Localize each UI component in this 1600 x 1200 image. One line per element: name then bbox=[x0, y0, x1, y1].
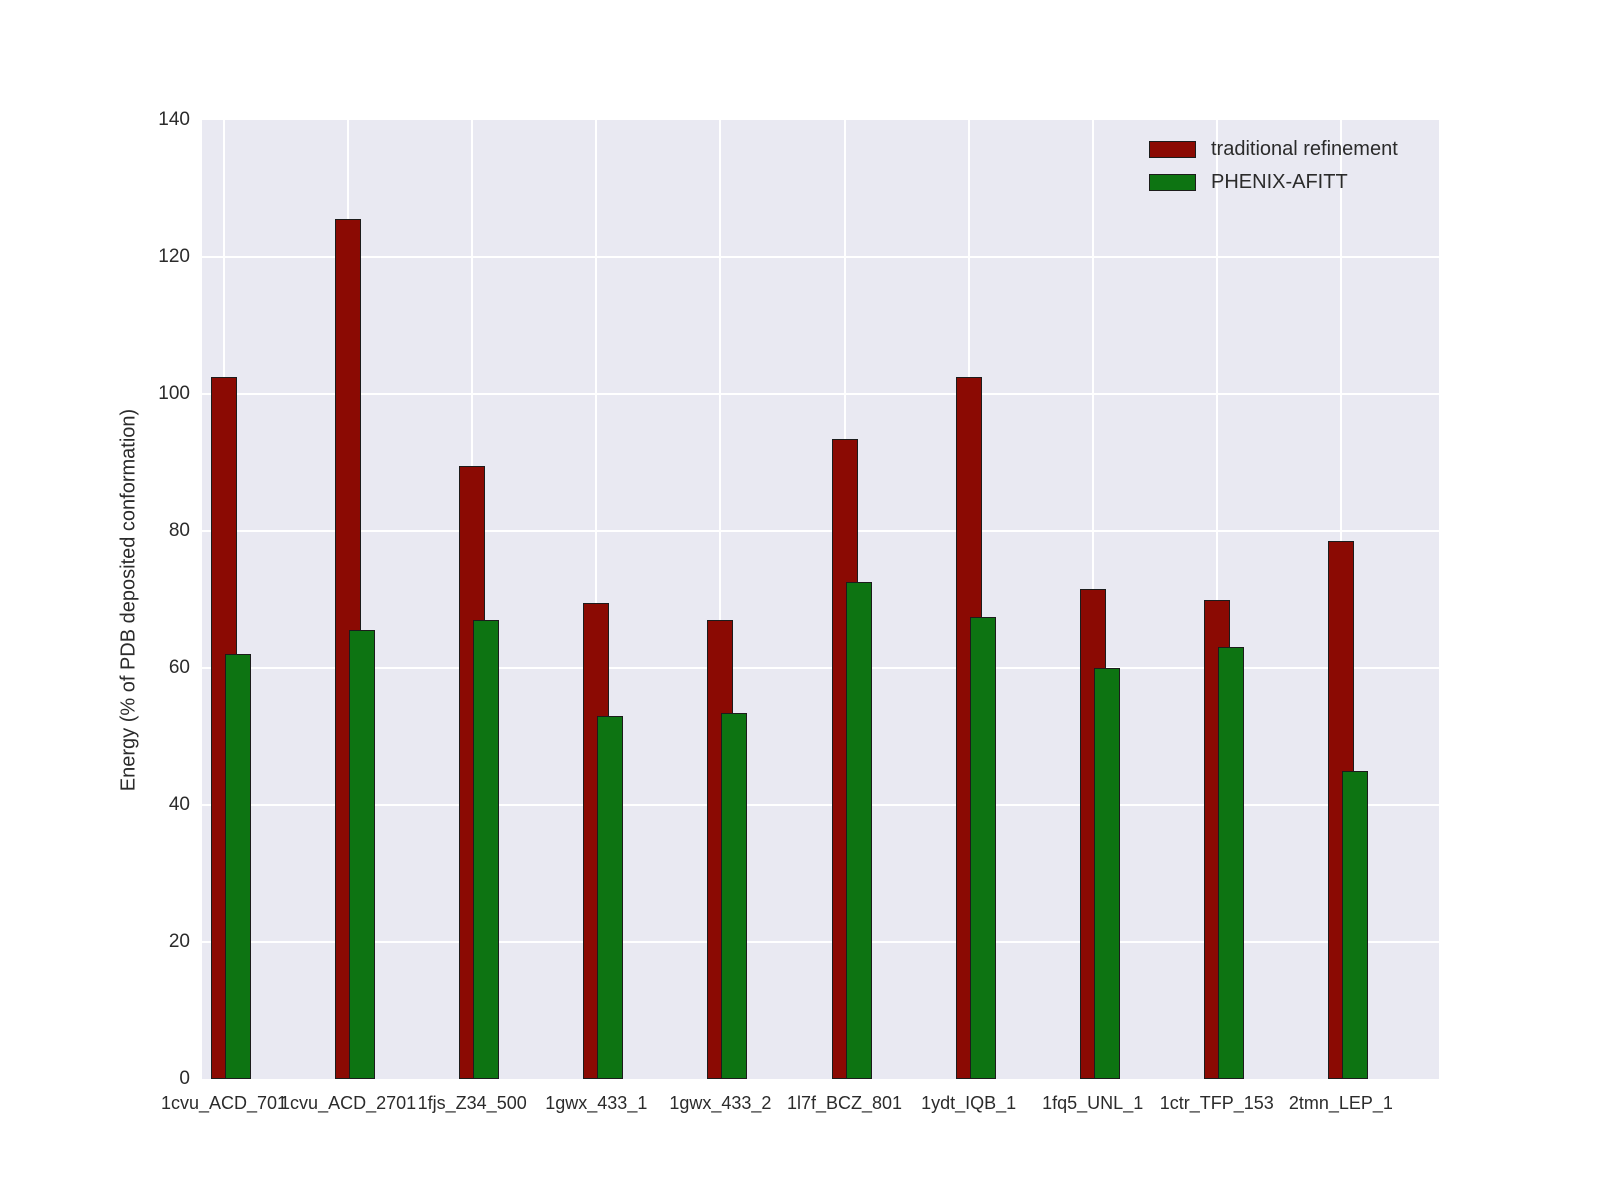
y-gridline bbox=[202, 804, 1439, 806]
y-gridline bbox=[202, 393, 1439, 395]
bar-phenix-1gwx_433_2 bbox=[721, 712, 748, 1079]
bar-phenix-1gwx_433_1 bbox=[597, 715, 624, 1079]
bar-phenix-1ctr_TFP_153 bbox=[1217, 647, 1244, 1079]
bar-phenix-1l7f_BCZ_801 bbox=[845, 582, 872, 1079]
y-axis-title: Energy (% of PDB deposited conformation) bbox=[117, 408, 140, 792]
bar-phenix-1fq5_UNL_1 bbox=[1093, 668, 1120, 1079]
y-tick-label: 60 bbox=[168, 657, 190, 678]
x-tick-label: 1cvu_ACD_2701 bbox=[280, 1093, 417, 1113]
x-gridline bbox=[595, 120, 598, 1079]
bar-phenix-1ydt_IQB_1 bbox=[969, 616, 996, 1079]
plot-area: traditional refinement PHENIX-AFITT bbox=[202, 120, 1439, 1079]
x-tick-label: 1fq5_UNL_1 bbox=[1042, 1093, 1144, 1113]
y-tick-label: 100 bbox=[158, 383, 190, 404]
y-gridline bbox=[202, 256, 1439, 258]
x-tick-label: 1gwx_433_2 bbox=[669, 1093, 772, 1113]
x-tick-label: 1ctr_TFP_153 bbox=[1159, 1093, 1274, 1113]
legend-item-phenix-afitt: PHENIX-AFITT bbox=[1149, 166, 1398, 199]
x-tick-label: 1fjs_Z34_500 bbox=[417, 1093, 527, 1113]
y-gridline bbox=[202, 941, 1439, 943]
y-tick-label: 120 bbox=[158, 246, 190, 267]
legend-swatch-phenix-afitt bbox=[1149, 174, 1196, 191]
bar-phenix-1cvu_ACD_701 bbox=[225, 654, 251, 1079]
y-tick-label: 80 bbox=[168, 520, 190, 541]
legend: traditional refinement PHENIX-AFITT bbox=[1149, 133, 1398, 199]
x-gridline bbox=[719, 120, 722, 1079]
legend-label-traditional-refinement: traditional refinement bbox=[1211, 138, 1398, 160]
x-tick-label: 1l7f_BCZ_801 bbox=[786, 1093, 903, 1113]
y-gridline bbox=[202, 667, 1439, 669]
y-tick-label: 20 bbox=[168, 931, 190, 952]
y-gridline bbox=[202, 530, 1439, 532]
y-tick-label: 140 bbox=[158, 109, 190, 130]
bar-phenix-1cvu_ACD_2701 bbox=[349, 630, 376, 1079]
x-tick-label: 1ydt_IQB_1 bbox=[921, 1093, 1017, 1113]
bar-phenix-1fjs_Z34_500 bbox=[473, 620, 500, 1079]
legend-label-phenix-afitt: PHENIX-AFITT bbox=[1211, 171, 1348, 193]
x-tick-label: 1cvu_ACD_701 bbox=[160, 1093, 288, 1113]
y-tick-label: 40 bbox=[168, 794, 190, 815]
x-tick-label: 2tmn_LEP_1 bbox=[1288, 1093, 1393, 1113]
legend-item-traditional-refinement: traditional refinement bbox=[1149, 133, 1398, 166]
y-tick-label: 0 bbox=[179, 1068, 190, 1089]
bar-phenix-2tmn_LEP_1 bbox=[1341, 770, 1368, 1079]
legend-swatch-traditional-refinement bbox=[1149, 141, 1196, 158]
x-tick-label: 1gwx_433_1 bbox=[545, 1093, 648, 1113]
